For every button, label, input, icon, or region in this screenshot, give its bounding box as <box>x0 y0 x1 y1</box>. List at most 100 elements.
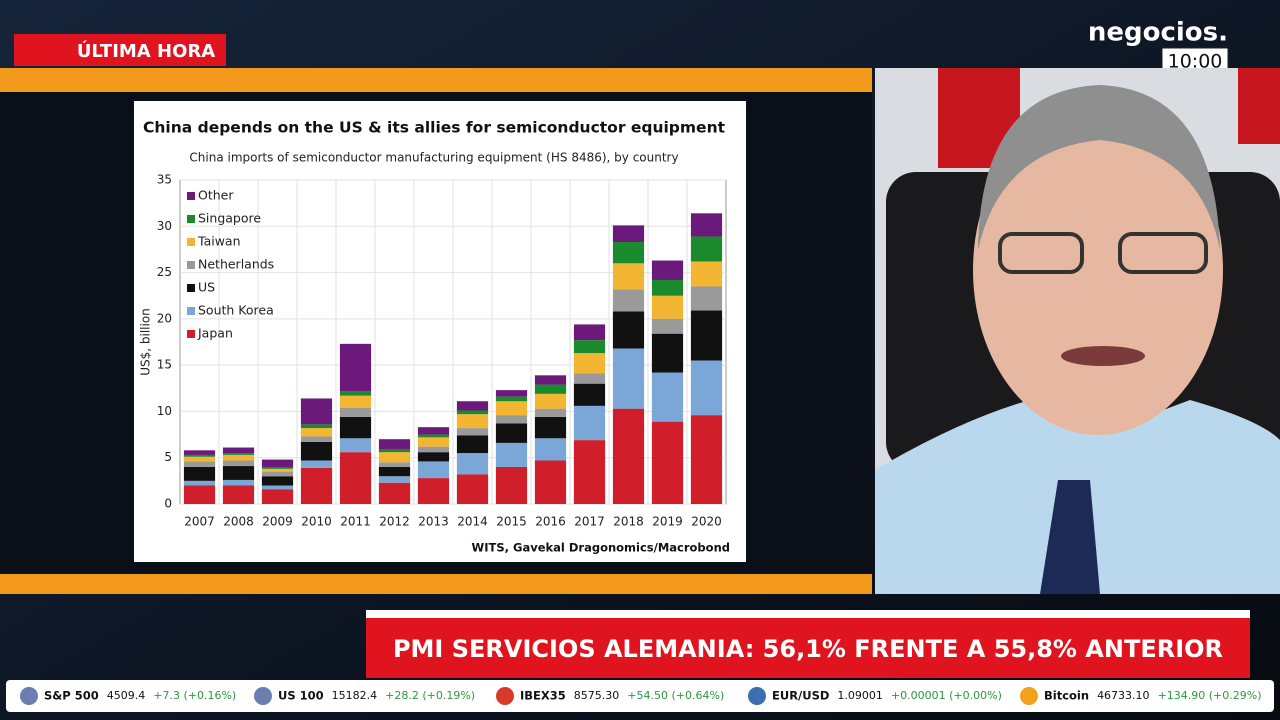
frame-bottom <box>0 574 872 594</box>
legend-label: Netherlands <box>198 257 274 272</box>
bar-segment <box>651 372 684 422</box>
legend-swatch <box>187 307 195 315</box>
bar-segment <box>417 427 450 435</box>
brand: negocios. <box>1088 18 1228 48</box>
ticker-change: +28.2 (+0.19%) <box>385 689 475 702</box>
bar-segment <box>612 242 645 264</box>
bar-segment <box>300 436 333 442</box>
bar-segment <box>456 414 489 429</box>
bar-segment <box>573 383 606 406</box>
bar-segment <box>495 442 528 467</box>
chart-title: China depends on the US & its allies for… <box>143 119 726 137</box>
ticker-name: IBEX35 <box>520 689 566 703</box>
bar-segment <box>222 466 255 480</box>
bar-segment <box>222 454 255 461</box>
bar-segment <box>456 474 489 504</box>
y-tick-label: 35 <box>157 173 172 187</box>
bar-segment <box>417 452 450 462</box>
chart-source: WITS, Gavekal Dragonomics/Macrobond <box>472 541 730 555</box>
ticker-price: 15182.4 <box>332 689 378 702</box>
bar-segment <box>222 479 255 486</box>
bar-segment <box>534 438 567 461</box>
tie <box>1040 480 1100 594</box>
x-tick-label: 2018 <box>613 515 644 529</box>
x-tick-label: 2011 <box>340 515 371 529</box>
bar-segment <box>378 462 411 467</box>
bar-segment <box>417 446 450 453</box>
bar-segment <box>456 435 489 454</box>
bar-segment <box>534 375 567 385</box>
bar-segment <box>378 476 411 483</box>
bar-segment <box>690 286 723 311</box>
ticker-icon <box>254 687 272 705</box>
legend-label: Taiwan <box>197 234 241 249</box>
bar-segment <box>690 415 723 504</box>
bar-segment <box>651 333 684 373</box>
legend-label: US <box>198 280 215 295</box>
y-tick-label: 5 <box>164 450 172 464</box>
bar-segment <box>534 408 567 417</box>
ticker-price: 8575.30 <box>574 689 620 702</box>
legend-label: South Korea <box>198 303 274 318</box>
bar-segment <box>378 439 411 450</box>
ticker-change: +7.3 (+0.16%) <box>153 689 236 702</box>
bar-segment <box>612 225 645 243</box>
x-tick-label: 2017 <box>574 515 605 529</box>
bar-segment <box>300 428 333 437</box>
bar-segment <box>339 407 372 417</box>
bar-segment <box>300 441 333 461</box>
hair <box>978 85 1220 250</box>
x-tick-label: 2007 <box>184 515 215 529</box>
bar-segment <box>222 447 255 454</box>
bar-segment <box>339 391 372 396</box>
bar-segment <box>495 401 528 416</box>
bar-segment <box>573 440 606 504</box>
glasses <box>1118 232 1208 274</box>
bar-segment <box>378 482 411 504</box>
legend-label: Singapore <box>198 211 261 226</box>
legend-swatch <box>187 261 195 269</box>
x-tick-label: 2008 <box>223 515 254 529</box>
ticker-name: Bitcoin <box>1044 689 1089 703</box>
bar-segment <box>300 424 333 429</box>
bar-segment <box>495 423 528 443</box>
frame-top <box>0 68 872 92</box>
x-tick-label: 2020 <box>691 515 722 529</box>
bar-segment <box>495 415 528 424</box>
ticker-icon <box>496 687 514 705</box>
bar-segment <box>183 454 216 457</box>
bar-segment <box>339 416 372 439</box>
ticker-icon <box>1020 687 1038 705</box>
ticker-bar <box>6 680 1274 712</box>
ticker-change: +134.90 (+0.29%) <box>1158 689 1262 702</box>
x-tick-label: 2010 <box>301 515 332 529</box>
legend-swatch <box>187 192 195 200</box>
bar-segment <box>495 396 528 402</box>
bar-segment <box>183 466 216 481</box>
bar-segment <box>651 295 684 319</box>
y-axis-title: US$, billion <box>139 308 153 376</box>
ticker-icon <box>748 687 766 705</box>
bar-segment <box>690 310 723 361</box>
bar-segment <box>222 485 255 504</box>
x-tick-label: 2016 <box>535 515 566 529</box>
bar-segment <box>456 428 489 436</box>
ticker-name: EUR/USD <box>772 689 829 703</box>
bar-segment <box>339 395 372 408</box>
bar-segment <box>417 437 450 447</box>
ticker-price: 46733.10 <box>1097 689 1150 702</box>
bar-segment <box>495 390 528 397</box>
video-panel <box>875 68 1280 594</box>
ticker-change: +54.50 (+0.64%) <box>627 689 724 702</box>
legend-swatch <box>187 215 195 223</box>
bar-segment <box>222 453 255 455</box>
bar-segment <box>456 410 489 415</box>
bar-segment <box>573 405 606 441</box>
bar-segment <box>261 485 294 490</box>
bar-segment <box>261 489 294 504</box>
bar-segment <box>456 401 489 411</box>
bar-segment <box>183 485 216 504</box>
bar-segment <box>339 438 372 453</box>
bar-segment <box>417 461 450 479</box>
